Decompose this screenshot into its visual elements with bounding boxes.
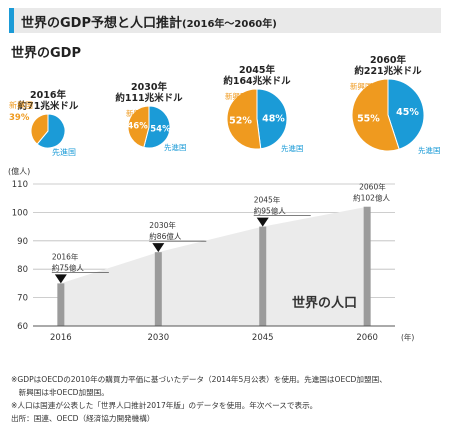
gdp-pie-charts: 2016年約71兆米ドル新興国39%先進国61%2030年約111兆米ドル54%… (9, 55, 441, 157)
pie-value-emerging: 55% (357, 113, 380, 124)
pie-slice-developed (36, 113, 66, 149)
pie-year-label: 2016年 (30, 89, 66, 101)
pie-slice-developed (256, 88, 288, 150)
pie-slice-emerging (226, 88, 262, 150)
annotation-year: 2045年 (254, 195, 281, 205)
pie-legend-developed: 先進国 (281, 143, 304, 153)
marker-triangle (54, 274, 67, 284)
annotation-value: 約102億人 (353, 193, 390, 203)
pie-slice-emerging (351, 78, 400, 152)
pie-legend-emerging: 新興国 (350, 81, 373, 91)
pie-slice-emerging (127, 105, 150, 148)
y-tick-label: 80 (17, 265, 28, 275)
pie-legend-developed: 先進国 (164, 142, 187, 152)
pie-slice-developed (387, 78, 425, 150)
population-title: 世界の人口 (292, 295, 357, 311)
x-tick-label: 2016 (50, 333, 72, 343)
pie-value-emerging: 52% (229, 115, 252, 126)
gdp-section-title: 世界のGDP (11, 46, 81, 61)
pie-value-developed: 48% (262, 113, 285, 124)
population-bar (259, 226, 267, 326)
y-tick-label: 100 (12, 208, 28, 218)
page-title: 世界のGDP予想と人口推計(2016年～2060年) (21, 12, 277, 31)
pie-value-emerging: 46% (127, 122, 148, 132)
footnote-4: 出所：国連、OECD（経済協力開発機構） (11, 414, 155, 423)
header-bar: 世界のGDP予想と人口推計(2016年～2060年) (9, 8, 441, 33)
pie-year-label: 2045年 (239, 64, 275, 76)
title-subtitle: (2016年～2060年) (182, 19, 277, 30)
annotation-value: 約86億人 (149, 231, 182, 241)
marker-triangle (152, 243, 165, 253)
pie-value-developed: 45% (396, 107, 419, 118)
pie-total-label: 約71兆米ドル (18, 100, 79, 112)
pie-total-label: 約221兆米ドル (354, 65, 422, 77)
pie-legend-emerging: 新興国 (126, 108, 149, 118)
annotation-year: 2016年 (52, 251, 79, 261)
pie-year-label: 2030年 (131, 81, 167, 93)
footnote-2: 新興国は非OECD加盟国。 (11, 388, 109, 397)
annotation-value: 約75億人 (52, 262, 85, 272)
pie-legend-emerging: 新興国 (225, 91, 248, 101)
x-tick-label: 2060 (356, 333, 378, 343)
population-bar (57, 283, 65, 326)
footnote-3: ※人口は国連が公表した「世界人口推計2017年版」のデータを使用。年次ベースで表… (11, 401, 318, 410)
annotation-year: 2030年 (149, 220, 176, 230)
pie-legend-developed: 先進国 (52, 147, 76, 157)
annotation-year: 2060年 (359, 182, 386, 192)
y-axis-unit: (億人) (8, 166, 30, 176)
x-tick-label: 2045 (252, 333, 274, 343)
x-tick-label: 2030 (147, 333, 169, 343)
pie-total-label: 約111兆米ドル (115, 92, 183, 104)
population-bar (363, 206, 371, 326)
y-tick-label: 70 (17, 294, 28, 304)
marker-triangle (256, 217, 269, 227)
pie-legend-developed: 先進国 (418, 145, 441, 155)
title-text: 世界のGDP予想と人口推計 (21, 16, 182, 31)
pie-year-label: 2060年 (370, 55, 406, 66)
pie-legend-emerging: 新興国 (9, 100, 33, 110)
y-tick-label: 110 (12, 180, 28, 190)
x-axis-unit: (年) (401, 332, 414, 342)
footnote-1: ※GDPはOECDの2010年の購買力平価に基づいたデータ（2014年5月公表）… (11, 375, 387, 384)
pie-value-developed: 54% (150, 124, 171, 134)
population-bar (154, 252, 162, 326)
pie-total-label: 約164兆米ドル (223, 75, 291, 87)
pie-value-emerging: 39% (9, 113, 30, 123)
pie-slice-emerging (30, 113, 49, 145)
pie-slice-developed (143, 105, 171, 149)
annotation-value: 約95億人 (254, 206, 287, 216)
y-tick-label: 90 (17, 237, 28, 247)
population-area (60, 206, 368, 326)
y-tick-label: 60 (17, 322, 28, 332)
